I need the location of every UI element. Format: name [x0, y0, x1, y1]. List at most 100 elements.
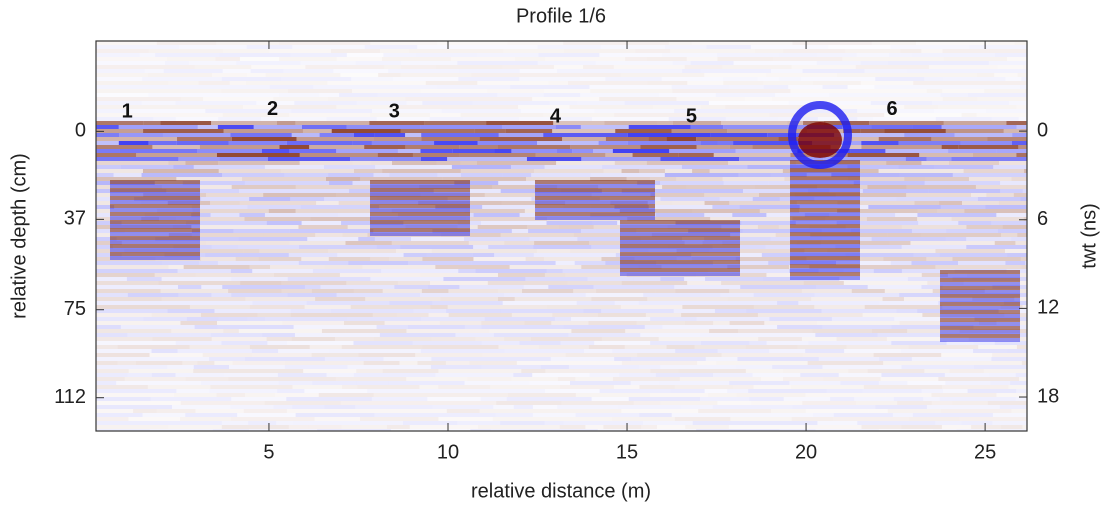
- texture: [211, 337, 267, 341]
- texture: [850, 149, 886, 153]
- texture: [96, 393, 174, 397]
- texture: [661, 265, 728, 269]
- texture: [96, 225, 173, 229]
- texture: [1016, 345, 1027, 349]
- texture: [503, 49, 565, 53]
- texture: [766, 213, 805, 217]
- texture: [751, 109, 805, 113]
- texture: [160, 121, 212, 125]
- texture: [554, 73, 621, 77]
- texture: [808, 341, 892, 345]
- texture: [214, 309, 291, 313]
- texture: [284, 365, 348, 369]
- texture: [621, 409, 698, 413]
- texture: [589, 373, 620, 377]
- texture: [790, 176, 860, 180]
- texture: [497, 145, 571, 149]
- texture: [592, 221, 618, 225]
- texture: [681, 313, 758, 317]
- texture: [464, 381, 530, 385]
- texture: [535, 188, 655, 192]
- texture: [911, 357, 992, 361]
- texture: [535, 216, 655, 220]
- texture: [996, 393, 1027, 397]
- texture: [191, 213, 211, 217]
- texture: [926, 257, 953, 261]
- texture: [883, 257, 927, 261]
- texture: [262, 333, 295, 337]
- texture: [569, 381, 631, 385]
- texture: [191, 205, 248, 209]
- texture: [630, 357, 706, 361]
- texture: [287, 277, 371, 281]
- texture: [96, 417, 129, 421]
- texture: [178, 285, 202, 289]
- texture: [538, 345, 589, 349]
- texture: [428, 313, 449, 317]
- texture: [557, 149, 573, 153]
- texture: [739, 205, 800, 209]
- texture: [604, 121, 657, 125]
- texture: [940, 298, 1020, 302]
- texture: [819, 165, 848, 169]
- texture: [96, 313, 152, 317]
- texture: [705, 389, 728, 393]
- texture: [715, 93, 776, 97]
- y-tick-label: 75: [64, 298, 86, 320]
- texture: [364, 145, 406, 149]
- texture: [973, 341, 995, 345]
- texture: [931, 137, 988, 141]
- texture: [759, 193, 795, 197]
- texture: [168, 233, 192, 237]
- texture: [340, 401, 414, 405]
- texture: [839, 277, 908, 281]
- texture: [330, 309, 414, 313]
- texture: [812, 329, 872, 333]
- texture: [473, 213, 520, 217]
- texture: [124, 249, 179, 253]
- texture: [269, 377, 336, 381]
- texture: [264, 213, 338, 217]
- texture: [471, 261, 556, 265]
- texture: [529, 237, 578, 241]
- texture: [790, 168, 860, 172]
- texture: [543, 257, 602, 261]
- texture: [362, 265, 436, 269]
- texture: [526, 177, 591, 181]
- texture: [543, 133, 628, 137]
- texture: [180, 401, 265, 405]
- texture: [557, 377, 576, 381]
- texture: [519, 429, 598, 431]
- texture: [879, 301, 939, 305]
- texture: [377, 117, 430, 121]
- texture: [551, 321, 589, 325]
- texture: [675, 289, 730, 293]
- texture: [230, 133, 292, 137]
- texture: [193, 369, 269, 373]
- texture: [219, 249, 244, 253]
- texture: [651, 233, 731, 237]
- texture: [161, 297, 246, 301]
- texture: [563, 41, 593, 45]
- texture: [328, 173, 374, 177]
- texture: [96, 205, 115, 209]
- texture: [848, 369, 868, 373]
- texture: [441, 233, 501, 237]
- texture: [268, 209, 296, 213]
- texture: [877, 333, 932, 337]
- texture: [166, 189, 240, 193]
- texture: [96, 77, 142, 81]
- texture: [939, 397, 1016, 401]
- texture: [240, 57, 279, 61]
- texture: [319, 133, 354, 137]
- texture: [1010, 381, 1027, 385]
- texture: [716, 361, 786, 365]
- texture: [733, 385, 754, 389]
- texture: [581, 157, 661, 161]
- texture: [167, 365, 194, 369]
- texture: [789, 269, 819, 273]
- texture: [429, 117, 463, 121]
- texture: [514, 297, 592, 301]
- texture: [96, 81, 169, 85]
- texture: [251, 65, 305, 69]
